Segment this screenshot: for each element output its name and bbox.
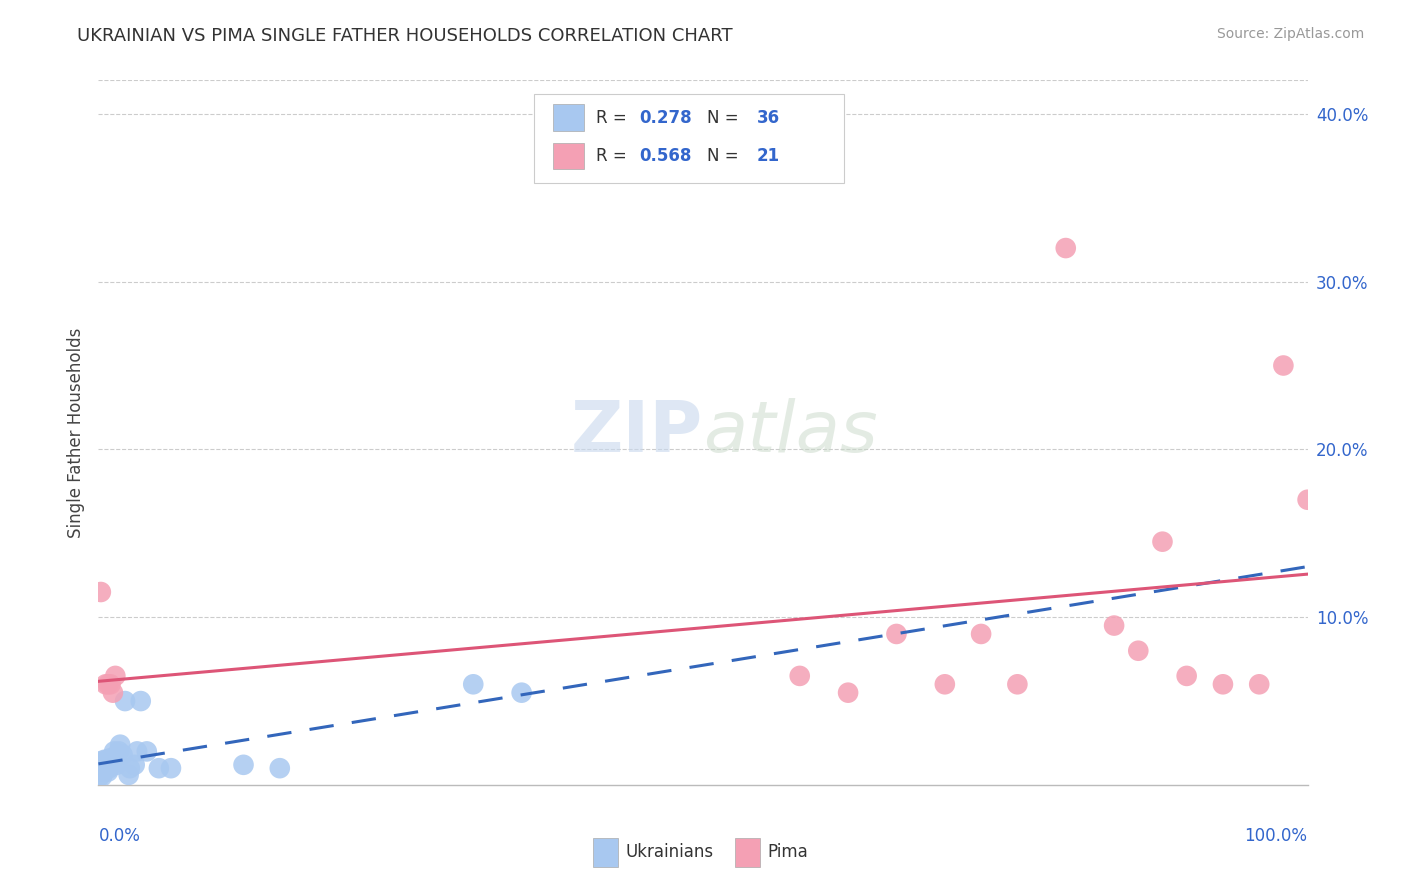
Point (129, 694, 152, 708)
Text: atlas: atlas (703, 398, 877, 467)
Text: 100.0%: 100.0% (1244, 827, 1308, 846)
Point (97, 677, 120, 691)
Point (1175, 669, 1198, 683)
Text: 21: 21 (756, 147, 780, 165)
Text: 36: 36 (756, 109, 780, 127)
Point (89, 761, 111, 775)
Text: 0.278: 0.278 (640, 109, 692, 127)
Point (89, 764, 111, 779)
Point (91, 764, 114, 779)
Point (118, 768, 141, 782)
Y-axis label: Single Father Households: Single Father Households (66, 327, 84, 538)
Point (269, 761, 291, 775)
Bar (553, 143, 583, 169)
Point (103, 744, 125, 758)
Point (101, 686, 124, 700)
Bar (553, 104, 583, 131)
Point (108, 744, 131, 758)
Point (837, 686, 859, 700)
Point (114, 694, 136, 708)
Text: R =: R = (596, 109, 633, 127)
Point (91, 770, 114, 784)
Bar (735, 838, 761, 867)
Point (108, 738, 131, 752)
Point (93, 753, 115, 767)
Point (148, 761, 170, 775)
Text: 0.0%: 0.0% (98, 827, 141, 846)
Point (118, 761, 141, 775)
Point (100, 751, 122, 765)
Point (105, 757, 128, 772)
Text: ZIP: ZIP (571, 398, 703, 467)
Point (1272, 359, 1295, 373)
FancyBboxPatch shape (534, 94, 844, 183)
Point (232, 757, 254, 772)
Point (104, 669, 127, 683)
Point (1054, 241, 1077, 255)
Text: Ukrainians: Ukrainians (626, 843, 714, 861)
Point (93, 757, 115, 772)
Point (1249, 677, 1271, 691)
Point (135, 744, 157, 758)
Point (96, 753, 118, 767)
Point (1152, 534, 1174, 549)
Point (886, 627, 908, 641)
Point (1128, 644, 1150, 658)
Point (90, 585, 112, 599)
Text: 0.568: 0.568 (640, 147, 692, 165)
Text: N =: N = (707, 147, 744, 165)
Point (1102, 618, 1125, 632)
Point (100, 677, 122, 691)
Point (89, 770, 111, 784)
Text: Source: ZipAtlas.com: Source: ZipAtlas.com (1216, 27, 1364, 41)
Point (1212, 677, 1234, 691)
Point (89, 755, 111, 769)
Text: Pima: Pima (768, 843, 808, 861)
Point (94, 677, 117, 691)
Point (789, 669, 811, 683)
Point (107, 747, 129, 762)
Point (127, 744, 149, 758)
Text: UKRAINIAN VS PIMA SINGLE FATHER HOUSEHOLDS CORRELATION CHART: UKRAINIAN VS PIMA SINGLE FATHER HOUSEHOL… (77, 27, 733, 45)
Point (111, 747, 134, 762)
Point (124, 757, 146, 772)
Point (160, 761, 183, 775)
Text: R =: R = (596, 147, 633, 165)
Text: N =: N = (707, 109, 744, 127)
Point (1296, 492, 1319, 507)
Point (1007, 677, 1029, 691)
Point (934, 677, 956, 691)
Point (463, 677, 485, 691)
Point (100, 757, 122, 772)
Point (98, 761, 121, 775)
Point (100, 757, 122, 772)
Bar (593, 838, 619, 867)
Point (970, 627, 993, 641)
Point (510, 686, 533, 700)
Point (91, 761, 114, 775)
Point (101, 753, 124, 767)
Point (94, 761, 117, 775)
Point (97, 764, 120, 779)
